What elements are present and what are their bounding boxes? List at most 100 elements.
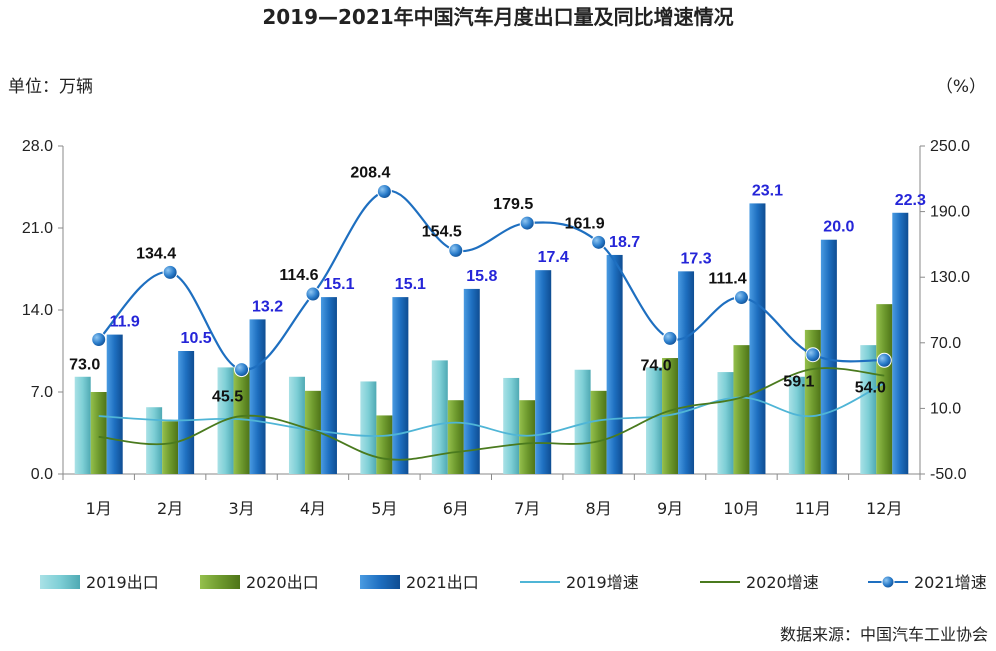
bar-2019出口-9月 [646, 367, 663, 474]
bar-2020出口-3月 [233, 367, 250, 474]
bar-2020出口-5月 [376, 415, 393, 474]
legend-label-2019出口: 2019出口 [86, 573, 159, 592]
x-tick-label: 9月 [657, 499, 683, 518]
y-tick-label: 21.0 [22, 220, 53, 237]
bar-2019出口-11月 [788, 376, 805, 474]
y2-tick-label: -50.0 [930, 466, 967, 483]
legend-swatch-2019出口 [40, 575, 80, 589]
legend-label-2020增速: 2020增速 [746, 573, 819, 592]
y-axis-unit: 单位：万辆 [8, 77, 93, 97]
y2-tick-label: 70.0 [930, 335, 961, 352]
marker-2021增速-3月 [234, 362, 250, 378]
data-source: 数据来源：中国汽车工业协会 [780, 625, 988, 644]
line-label-2021增速-12月: 54.0 [855, 379, 886, 396]
bar-label-2021出口-7月: 17.4 [538, 249, 569, 266]
marker-2021增速-8月 [591, 234, 607, 250]
bar-label-2021出口-9月: 17.3 [680, 250, 711, 267]
legend-label-2021出口: 2021出口 [406, 573, 479, 592]
bar-2020出口-7月 [519, 400, 536, 474]
bar-label-2021出口-4月: 15.1 [323, 276, 354, 293]
line-label-2021增速-8月: 161.9 [565, 215, 605, 232]
marker-2021增速-10月 [733, 290, 749, 306]
x-tick-label: 5月 [371, 499, 397, 518]
bar-label-2021出口-8月: 18.7 [609, 234, 640, 251]
legend: 2019出口 2020出口 2021出口 2019增速 2020增速 2021增速 [40, 573, 987, 592]
bar-2019出口-2月 [146, 407, 163, 474]
bar-2019出口-7月 [503, 377, 520, 474]
y2-axis-ticks: -50.0 10.0 70.0 130.0 190.0 250.0 [920, 138, 970, 483]
line-label-2021增速-11月: 59.1 [783, 374, 814, 391]
x-tick-label: 1月 [86, 499, 112, 518]
bar-2020出口-10月 [733, 345, 750, 474]
bar-2021出口-9月 [678, 271, 695, 474]
bar-label-2021出口-11月: 20.0 [823, 219, 854, 236]
y2-axis-unit: （%） [936, 77, 986, 97]
legend-label-2019增速: 2019增速 [566, 573, 639, 592]
bar-2020出口-1月 [90, 392, 107, 474]
marker-2021增速-7月 [519, 215, 535, 231]
bar-2021出口-10月 [749, 203, 766, 474]
marker-2021增速-2月 [162, 264, 178, 280]
bar-2021出口-11月 [820, 239, 837, 474]
bar-2020出口-11月 [804, 329, 821, 474]
x-tick-label: 7月 [514, 499, 540, 518]
bar-2021出口-7月 [535, 270, 552, 474]
x-tick-label: 10月 [723, 499, 759, 518]
line-label-2021增速-1月: 73.0 [69, 357, 100, 374]
x-axis-ticks: 1月 2月 3月 4月 5月 6月 7月 8月 9月 10月 11月 12月 [62, 474, 921, 518]
line-label-2021增速-3月: 45.5 [212, 389, 243, 406]
marker-2021增速-11月 [805, 347, 821, 363]
bar-2019出口-6月 [431, 360, 448, 474]
marker-2021增速-6月 [448, 242, 464, 258]
bar-2020出口-4月 [304, 390, 321, 474]
bar-2020出口-8月 [590, 390, 607, 474]
legend-label-2021增速: 2021增速 [914, 573, 987, 592]
bar-2019出口-12月 [860, 345, 877, 474]
x-tick-label: 6月 [443, 499, 469, 518]
line-label-2021增速-4月: 114.6 [279, 267, 318, 284]
bar-2020出口-2月 [162, 421, 179, 474]
bar-2021出口-2月 [178, 351, 195, 474]
bar-label-2021出口-3月: 13.2 [252, 298, 283, 315]
marker-2021增速-4月 [305, 286, 321, 302]
y-tick-label: 28.0 [22, 138, 53, 155]
bar-2020出口-6月 [447, 400, 464, 474]
x-tick-label: 8月 [586, 499, 612, 518]
legend-label-2020出口: 2020出口 [246, 573, 319, 592]
bar-2019出口-5月 [360, 381, 377, 474]
line-label-2021增速-2月: 134.4 [136, 245, 176, 262]
legend-marker-2021增速 [881, 575, 895, 589]
line-label-2021增速-6月: 154.5 [422, 223, 462, 240]
bar-label-2021出口-10月: 23.1 [752, 182, 783, 199]
line-2020增速 [98, 367, 885, 461]
line-label-2021增速-7月: 179.5 [493, 196, 533, 213]
bar-2020出口-12月 [876, 304, 893, 474]
line-2019增速 [98, 382, 885, 437]
y2-tick-label: 190.0 [930, 204, 970, 221]
data-labels-layer: 11.9 10.5 13.2 15.1 15.1 15.8 17.4 18.7 17.3 23.1… [69, 164, 926, 405]
bar-2021出口-12月 [892, 212, 909, 474]
bar-label-2021出口-12月: 22.3 [895, 192, 926, 209]
x-tick-label: 12月 [866, 499, 902, 518]
marker-2021增速-12月 [876, 352, 892, 368]
marker-2021增速-1月 [91, 332, 107, 348]
x-tick-label: 11月 [795, 499, 831, 518]
y-tick-label: 0.0 [31, 466, 53, 483]
bar-label-2021出口-2月: 10.5 [181, 330, 212, 347]
bar-2021出口-4月 [320, 297, 337, 474]
lines-layer [91, 183, 892, 461]
y-axis-ticks: 0.0 7.0 14.0 21.0 28.0 [22, 138, 63, 483]
y-tick-label: 14.0 [22, 302, 53, 319]
bar-2021出口-8月 [606, 254, 623, 474]
bar-2021出口-5月 [392, 297, 409, 474]
marker-2021增速-5月 [376, 183, 392, 199]
bar-label-2021出口-1月: 11.9 [110, 314, 140, 331]
legend-swatch-2021出口 [360, 575, 400, 589]
bar-2019出口-10月 [717, 372, 734, 474]
x-tick-label: 4月 [300, 499, 326, 518]
bars-layer [74, 203, 909, 474]
bar-label-2021出口-6月: 15.8 [466, 268, 497, 285]
chart-title: 2019—2021年中国汽车月度出口量及同比增速情况 [262, 5, 733, 29]
y-tick-label: 7.0 [31, 384, 53, 401]
